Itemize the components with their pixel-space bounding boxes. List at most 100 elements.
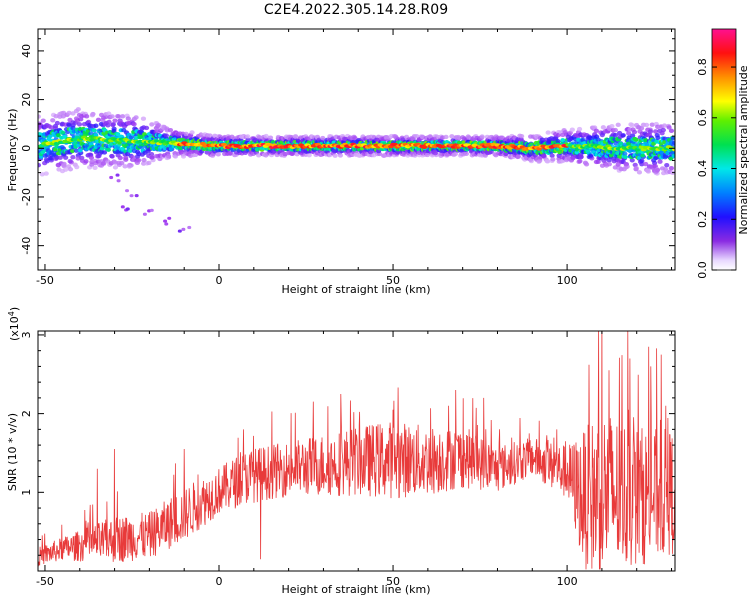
spectrogram-cell [115, 114, 121, 119]
spectrogram-scatter [177, 229, 182, 233]
colorbar: 0.0 0.2 0.4 0.6 0.8 Normalized spectral ampl… [696, 28, 750, 279]
spectrogram-cell [40, 118, 46, 123]
spectrogram-cell [600, 125, 606, 130]
spectrogram-cell [141, 157, 147, 163]
spectrogram-cell [670, 136, 675, 141]
spectrogram-cell [479, 134, 485, 139]
spectrogram-cell [120, 114, 126, 119]
spectrogram-cell [146, 160, 152, 166]
spectrogram-cell [136, 158, 142, 163]
spectrogram-cell [67, 159, 73, 164]
spectrogram-cell [109, 114, 115, 119]
spectrogram-cell [209, 137, 216, 142]
spectrogram-cell [133, 115, 139, 120]
spectrogram-cell [622, 151, 628, 157]
spectrogram-cell [128, 148, 133, 153]
spectrogram-cell [550, 157, 556, 162]
spectrogram-cell [661, 123, 668, 128]
spectrogram-ridge-cell [488, 145, 495, 149]
y-tick-label: 1 [20, 489, 33, 496]
spectrogram-cell [665, 151, 671, 156]
spectrogram-cell [320, 135, 326, 141]
x-tick-label: 0 [216, 575, 223, 588]
spectrogram-cell [368, 149, 375, 155]
spectrogram-cell [89, 162, 95, 167]
spectrogram-cell [47, 156, 53, 161]
spectrogram-cell [207, 133, 213, 138]
spectrogram-cell [77, 148, 83, 153]
spectrogram-cell [126, 164, 133, 169]
spectrogram-cell [183, 131, 189, 137]
spectrogram-cell [612, 127, 619, 133]
spectrogram-cell [62, 167, 69, 172]
spectrogram-cell [227, 150, 233, 156]
spectrogram-cell [503, 151, 509, 157]
spectrogram-cell [73, 148, 80, 153]
x-tick-label: -50 [36, 274, 54, 287]
spectrogram-cell [66, 110, 72, 116]
spectrogram-cell [168, 146, 174, 151]
spectrogram-cell [91, 128, 97, 133]
spectrogram-cell [615, 151, 620, 156]
spectrogram-cell [545, 159, 551, 164]
spectrogram-cell [125, 116, 131, 121]
spectrogram-scatter [125, 189, 130, 193]
spectrogram-cell [639, 158, 645, 164]
spectrogram-cell [515, 154, 521, 159]
spectrogram-cell [664, 163, 670, 168]
spectrogram-cell [576, 126, 583, 132]
snr-panel: -50 0 50 100 1 2 3 Height of straight line (km… [6, 307, 676, 596]
spectrogram-cell [74, 164, 80, 170]
spectrogram-cell [654, 167, 661, 173]
spectrogram-cell [626, 141, 631, 146]
spectrogram-cell [167, 128, 174, 133]
spectrogram-cell [62, 134, 68, 139]
spectrogram-cell [620, 133, 626, 138]
spectrogram-cell [595, 159, 601, 165]
spectrogram-cell [180, 154, 187, 159]
spectrogram-cell [66, 122, 72, 128]
spectrogram-cell [583, 162, 590, 167]
spectrogram-cell [85, 119, 92, 125]
spectrogram-cell [143, 125, 150, 131]
spectrogram-cell [123, 157, 129, 162]
spectrogram-cell [615, 122, 621, 128]
colorbar-gradient [711, 28, 737, 271]
y-tick-label: 40 [20, 44, 33, 58]
spectrogram-cell [54, 120, 60, 126]
spectrogram-ridge-cell [220, 142, 227, 147]
spectrogram-cell [606, 162, 612, 167]
y-tick-label: 0 [20, 145, 33, 152]
colorbar-tick-label: 0.0 [696, 261, 709, 279]
spectrogram-cell [593, 128, 599, 133]
spectrogram-cell [639, 162, 645, 167]
spectrogram-ticks: -50 0 50 100 40 20 0 -20 -40 [20, 29, 675, 287]
spectrogram-cell [395, 150, 401, 155]
snr-frame [37, 330, 676, 572]
spectrogram-cell [519, 133, 525, 139]
colorbar-label: Normalized spectral amplitude [737, 65, 750, 234]
spectrogram-cell [57, 155, 63, 160]
spectrogram-cell [88, 131, 94, 136]
spectrogram-cell [352, 136, 358, 141]
x-tick-label: 100 [557, 274, 578, 287]
spectrogram-cell [93, 133, 99, 138]
y-tick-label: 20 [20, 93, 33, 107]
x-tick-label: 50 [386, 575, 400, 588]
spectrogram-cell [38, 163, 42, 168]
spectrogram-cell [88, 155, 95, 161]
spectrogram-cell [626, 131, 632, 136]
spectrogram-ridge-cell [421, 145, 428, 149]
spectrogram-cell [645, 169, 651, 174]
spectrogram-cell [263, 133, 269, 139]
spectrogram-cell [70, 155, 76, 160]
spectrogram-cell [163, 133, 169, 138]
spectrogram-cell [668, 156, 674, 161]
spectrogram-cell [178, 146, 183, 151]
spectrogram-cell [106, 119, 112, 125]
colorbar-tick-label: 0.8 [696, 58, 709, 76]
spectrogram-scatter [115, 173, 120, 177]
y-tick-label: -40 [20, 237, 33, 255]
spectrogram-cell [149, 122, 155, 127]
spectrogram-cell [48, 125, 54, 130]
